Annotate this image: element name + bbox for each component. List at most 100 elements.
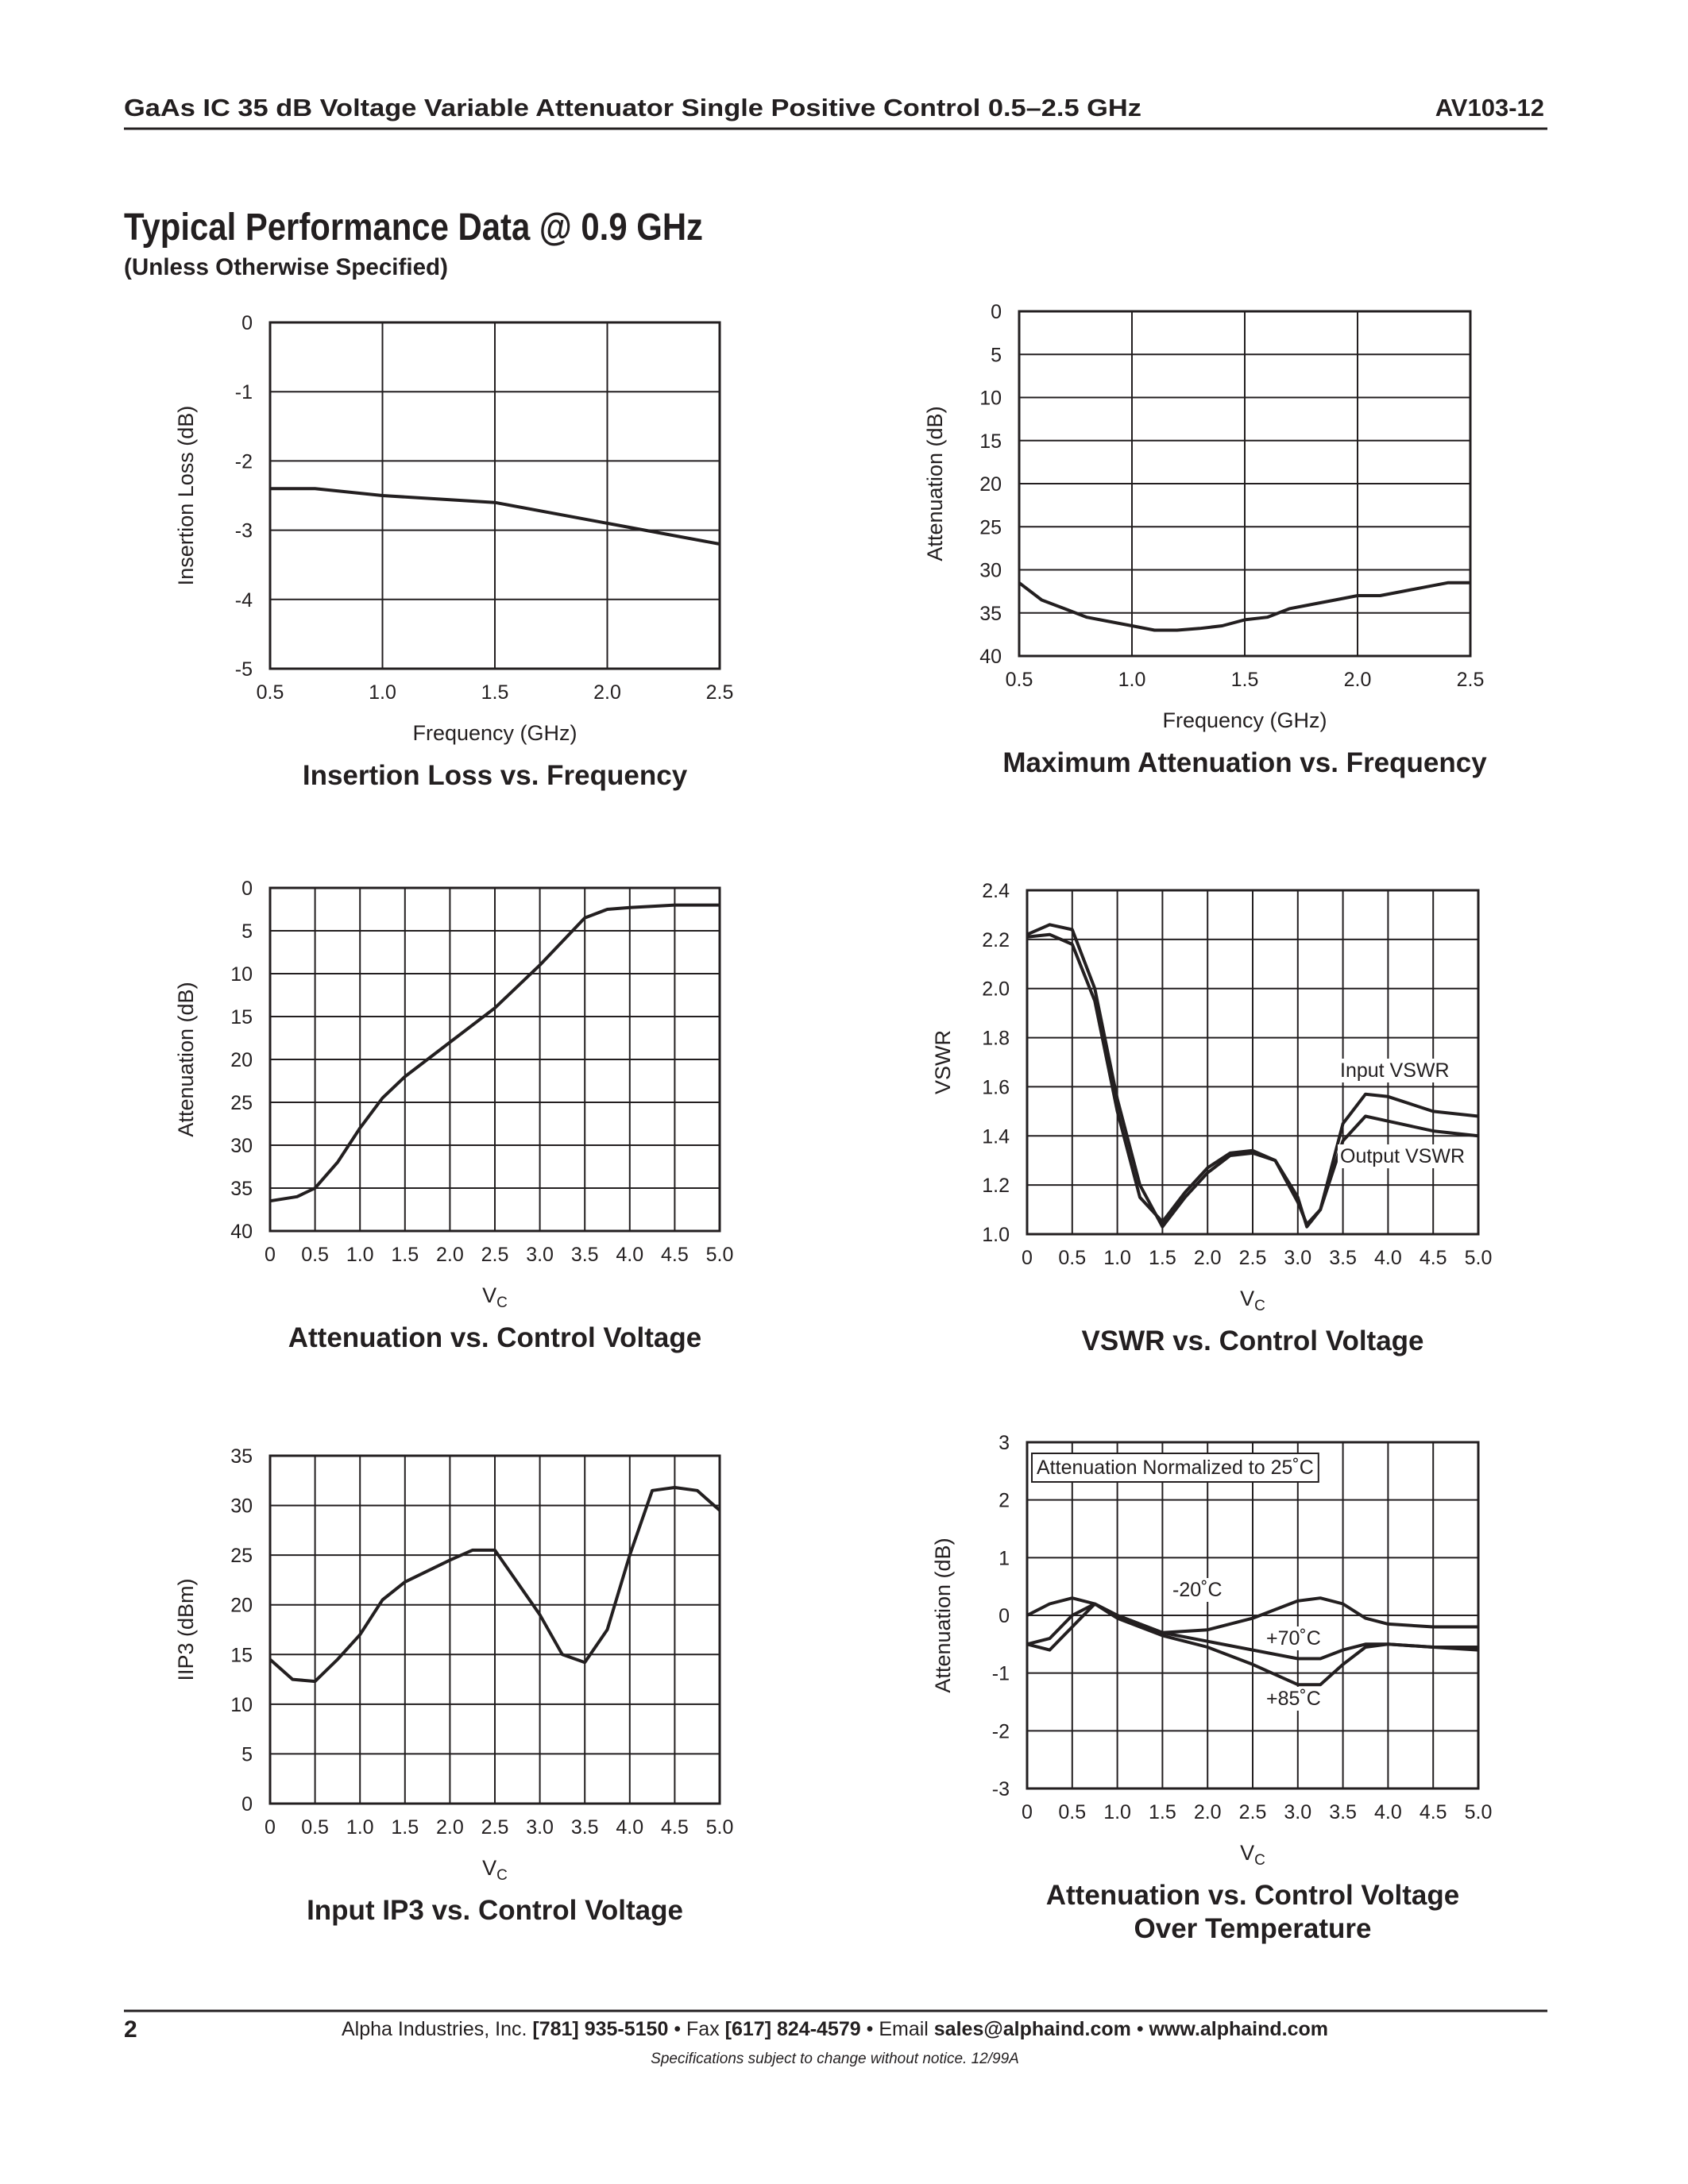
x-axis-label-main: V xyxy=(1240,1287,1254,1310)
y-tick-label: 0 xyxy=(241,878,253,900)
y-tick-label: 10 xyxy=(230,963,253,986)
x-tick-label: 3.5 xyxy=(571,1816,599,1839)
y-tick-label: 20 xyxy=(979,473,1002,496)
x-tick-label: 1.0 xyxy=(1103,1801,1131,1823)
x-tick-label: 2.5 xyxy=(1457,669,1485,691)
footer-contact: Alpha Industries, Inc. [781] 935-5150 • … xyxy=(342,2018,1328,2040)
series-line xyxy=(1026,1596,1478,1634)
series-label: Output VSWR xyxy=(1340,1145,1465,1167)
series-line xyxy=(1026,923,1479,1229)
x-tick-label: 4.5 xyxy=(1420,1247,1447,1269)
annotation-box xyxy=(1031,1453,1319,1483)
y-tick-label: 40 xyxy=(979,646,1002,668)
y-tick-label: 1 xyxy=(999,1547,1010,1569)
y-tick-label: 15 xyxy=(979,430,1002,453)
y-tick-label: 0 xyxy=(991,301,1002,323)
y-tick-label: 40 xyxy=(230,1221,253,1243)
chart-title: Insertion Loss vs. Frequency xyxy=(303,760,688,791)
x-axis-label: VC xyxy=(482,1856,508,1884)
y-tick-label: 5 xyxy=(991,344,1002,366)
x-tick-label: 2.0 xyxy=(1194,1801,1222,1823)
contact-web: www.alphaind.com xyxy=(1149,2018,1329,2040)
x-tick-label: 1.0 xyxy=(346,1816,374,1839)
x-tick-label: 5.0 xyxy=(1465,1801,1493,1823)
chart-title: Input IP3 vs. Control Voltage xyxy=(307,1895,683,1926)
chart-title: Attenuation vs. Control Voltage xyxy=(288,1322,701,1353)
y-tick-label: 1.2 xyxy=(982,1175,1010,1197)
y-tick-label: 2 xyxy=(999,1490,1010,1512)
x-tick-label: 3.0 xyxy=(526,1816,554,1839)
x-tick-label: 1.0 xyxy=(1118,669,1146,691)
y-axis-label: Attenuation (dB) xyxy=(174,982,198,1136)
header-part: AV103-12 xyxy=(1435,94,1544,122)
x-tick-label: 0 xyxy=(1022,1247,1033,1269)
x-tick-label: 4.0 xyxy=(1374,1247,1402,1269)
y-tick-label: 1.4 xyxy=(982,1125,1010,1148)
x-axis-label-sub: C xyxy=(496,1867,508,1884)
x-tick-label: 5.0 xyxy=(706,1816,734,1839)
y-tick-label: 10 xyxy=(230,1694,253,1716)
x-tick-label: 4.0 xyxy=(616,1816,643,1839)
series-label-bg xyxy=(1338,1144,1467,1168)
x-axis-label-main: Frequency (GHz) xyxy=(1162,708,1327,732)
x-tick-label: 1.5 xyxy=(391,1244,419,1266)
y-tick-label: 1.8 xyxy=(982,1028,1010,1050)
contact-bullet: • xyxy=(674,2018,681,2040)
x-tick-label: 0.5 xyxy=(1058,1801,1086,1823)
y-tick-label: 0 xyxy=(241,312,253,334)
chart-title: Maximum Attenuation vs. Frequency xyxy=(1002,747,1487,778)
x-tick-label: 4.5 xyxy=(661,1244,689,1266)
x-axis-label: VC xyxy=(1240,1287,1265,1314)
page-number: 2 xyxy=(124,2016,137,2043)
y-tick-label: 10 xyxy=(979,388,1002,410)
y-tick-label: -4 xyxy=(235,589,253,612)
x-axis-label-main: V xyxy=(482,1856,496,1880)
x-tick-label: 4.5 xyxy=(1420,1801,1447,1823)
x-tick-label: 3.0 xyxy=(1284,1801,1311,1823)
section-title: Typical Performance Data @ 0.9 GHz xyxy=(124,206,703,249)
x-tick-label: 1.0 xyxy=(369,681,396,704)
x-tick-label: 5.0 xyxy=(1465,1247,1493,1269)
section-subtitle: (Unless Otherwise Specified) xyxy=(124,254,448,280)
series-line xyxy=(1026,1602,1478,1687)
x-tick-label: 2.0 xyxy=(436,1816,464,1839)
x-tick-label: 3.0 xyxy=(526,1244,554,1266)
footer-notice: Specifications subject to change without… xyxy=(651,2051,1019,2067)
y-tick-label: 30 xyxy=(230,1135,253,1157)
y-tick-label: -2 xyxy=(992,1720,1010,1742)
y-tick-label: 25 xyxy=(230,1092,253,1114)
contact-bullet: • xyxy=(867,2018,874,2040)
series-line xyxy=(1018,581,1470,632)
contact-email: sales@alphaind.com xyxy=(934,2018,1131,2040)
y-tick-label: 20 xyxy=(230,1049,253,1071)
x-tick-label: 3.5 xyxy=(1329,1801,1357,1823)
x-tick-label: 4.0 xyxy=(1374,1801,1402,1823)
y-axis-label: IIP3 (dBm) xyxy=(174,1578,198,1680)
x-tick-label: 3.5 xyxy=(1329,1247,1357,1269)
x-axis-label: VC xyxy=(482,1283,508,1311)
x-tick-label: 5.0 xyxy=(706,1244,734,1266)
x-tick-label: 0 xyxy=(265,1244,276,1266)
header-title: GaAs IC 35 dB Voltage Variable Attenuato… xyxy=(124,94,1141,122)
chart-title: Over Temperature xyxy=(1134,1913,1372,1944)
y-axis-label: Insertion Loss (dB) xyxy=(174,406,198,586)
chart-title: VSWR vs. Control Voltage xyxy=(1081,1325,1423,1356)
x-tick-label: 3.5 xyxy=(571,1244,599,1266)
x-tick-label: 2.0 xyxy=(593,681,621,704)
x-tick-label: 1.5 xyxy=(481,681,509,704)
contact-phone: [781] 935-5150 xyxy=(532,2018,668,2040)
y-tick-label: 3 xyxy=(999,1432,1010,1454)
x-axis-label: VC xyxy=(1240,1841,1265,1869)
contact-bullet: • xyxy=(1137,2018,1144,2040)
x-axis-label-main: V xyxy=(482,1283,496,1307)
x-axis-label-sub: C xyxy=(1254,1298,1265,1314)
series-line xyxy=(270,487,720,546)
y-tick-label: 0 xyxy=(241,1793,253,1815)
x-tick-label: 1.5 xyxy=(1149,1247,1176,1269)
y-tick-label: -1 xyxy=(992,1663,1010,1685)
y-tick-label: 15 xyxy=(230,1006,253,1028)
x-tick-label: 0 xyxy=(1022,1801,1033,1823)
series-label: +85˚C xyxy=(1266,1688,1321,1710)
y-tick-label: 35 xyxy=(230,1178,253,1200)
